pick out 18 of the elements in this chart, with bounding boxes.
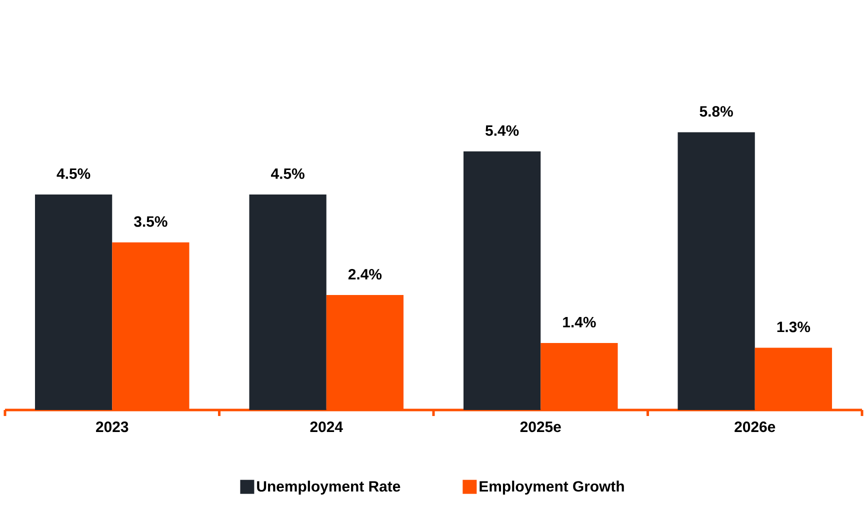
x-tick-label: 2023 — [96, 422, 128, 432]
data-label: 5.8% — [700, 106, 733, 117]
x-tick-label: 2024 — [310, 422, 343, 432]
bar — [464, 151, 541, 410]
data-label: 2.4% — [348, 268, 382, 280]
data-label: 5.4% — [485, 125, 519, 136]
data-label: 4.5% — [56, 168, 90, 179]
legend-label: Unemployment Rate — [257, 480, 400, 495]
data-label: 1.4% — [563, 316, 596, 328]
data-label: 1.3% — [777, 322, 810, 332]
data-label: 4.5% — [271, 168, 304, 179]
bar — [249, 194, 326, 410]
bar — [678, 132, 755, 410]
x-tick-label: 2026e — [734, 422, 776, 432]
data-label: 3.5% — [134, 216, 168, 227]
x-tick-label: 2025e — [520, 422, 561, 432]
legend-label: Employment Growth — [480, 480, 624, 495]
bar — [34, 194, 112, 410]
